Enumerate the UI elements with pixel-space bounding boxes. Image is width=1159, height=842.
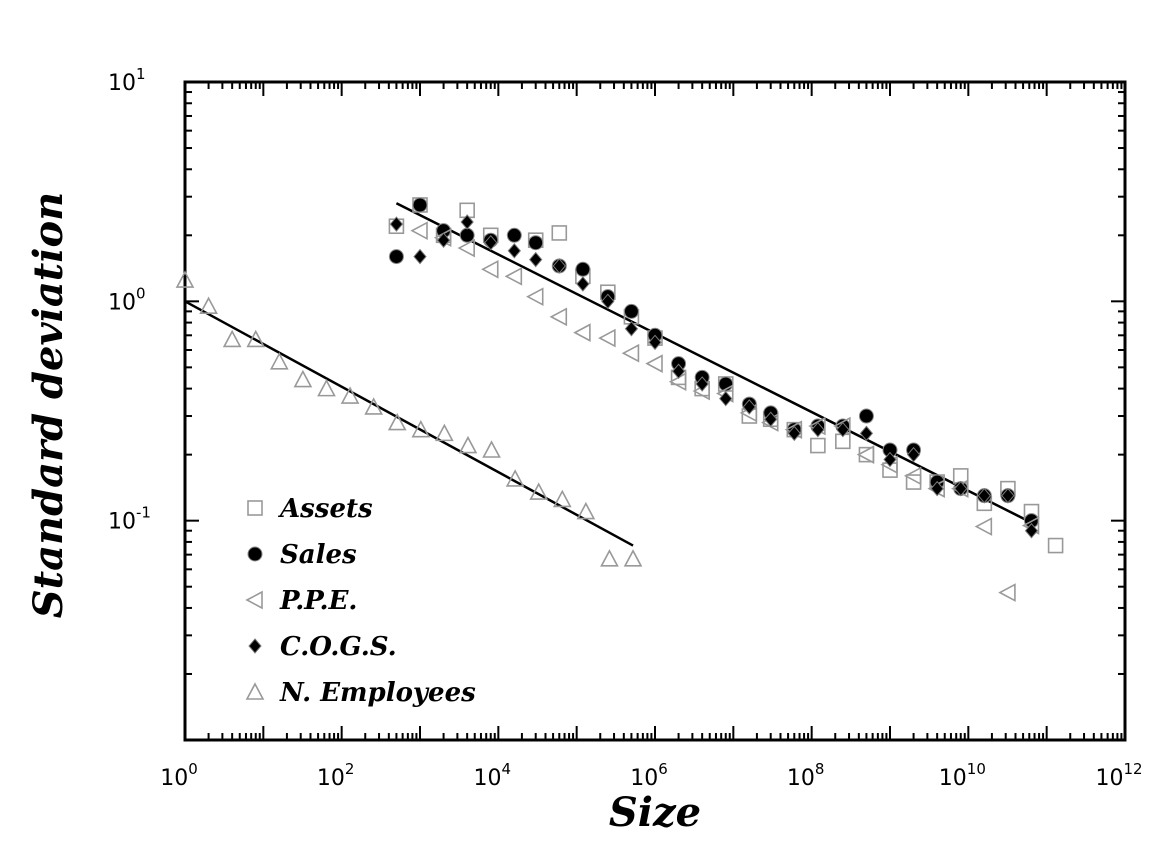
legend: Assets Sales P.P.E. C.O.G.S. N. Employees (245, 494, 476, 708)
p-p-e-point (974, 517, 993, 536)
p-p-e-point (998, 583, 1016, 602)
n-employees-point (293, 369, 313, 388)
c-o-g-s-point (552, 258, 566, 274)
legend-marker-assets (247, 500, 263, 516)
n-employees-point (576, 501, 596, 520)
sales-point (623, 303, 639, 319)
legend-marker-n-employees (245, 682, 265, 700)
p-p-e-point (526, 287, 544, 307)
c-o-g-s-point (436, 232, 451, 248)
n-employees-point (387, 412, 407, 431)
legend-label-sales: Sales (280, 540, 357, 570)
n-employees-point (317, 378, 336, 397)
n-employees-point (505, 469, 525, 487)
p-p-e-point (645, 354, 663, 373)
p-p-e-point (549, 307, 568, 327)
n-employees-point (269, 352, 289, 370)
c-o-g-s-point (576, 276, 590, 292)
c-o-g-s-point (648, 334, 662, 351)
c-o-g-s-point (389, 216, 404, 232)
n-employees-point (246, 329, 266, 348)
n-employees-point (199, 296, 218, 315)
assets-point (551, 225, 568, 241)
c-o-g-s-point (695, 376, 709, 392)
sales-point (575, 261, 591, 277)
p-p-e-point (621, 343, 640, 363)
n-employees-point (529, 482, 549, 500)
y-tick-label: 10-1 (108, 504, 151, 535)
y-axis-title: Standard deviation (25, 192, 72, 618)
c-o-g-s-point (954, 480, 968, 497)
c-o-g-s-point (671, 363, 686, 380)
sales-point (858, 408, 874, 424)
x-axis-title: Size (609, 789, 701, 836)
c-o-g-s-point (413, 248, 427, 265)
sales-point (412, 197, 428, 213)
fit-line (395, 202, 1033, 524)
n-employees-point (552, 489, 572, 508)
c-o-g-s-point (1001, 487, 1015, 504)
c-o-g-s-point (906, 446, 921, 463)
sales-point (506, 227, 522, 243)
c-o-g-s-point (460, 214, 474, 230)
sales-point (528, 235, 544, 251)
n-employees-point (600, 549, 619, 567)
p-p-e-point (903, 466, 922, 486)
c-o-g-s-point (883, 451, 897, 468)
c-o-g-s-point (836, 421, 850, 438)
fit-line (184, 300, 634, 547)
legend-marker-p-p-e (245, 590, 263, 610)
c-o-g-s-point (484, 234, 498, 251)
minor-ticks (184, 82, 1125, 741)
c-o-g-s-point (601, 293, 615, 310)
p-p-e-point (410, 221, 428, 240)
data-points (175, 197, 1064, 602)
p-p-e-point (457, 238, 475, 258)
p-p-e-point (573, 323, 591, 342)
c-o-g-s-point (624, 320, 639, 337)
n-employees-point (222, 329, 242, 348)
n-employees-point (482, 440, 501, 458)
n-employees-point (364, 397, 383, 415)
c-o-g-s-point (930, 480, 944, 497)
c-o-g-s-point (859, 425, 874, 442)
c-o-g-s-point (977, 487, 991, 504)
p-p-e-point (598, 328, 616, 348)
legend-marker-sales (247, 546, 263, 562)
n-employees-point (435, 423, 454, 442)
legend-marker-c-o-g-s (248, 638, 262, 654)
c-o-g-s-point (529, 251, 543, 268)
c-o-g-s-point (507, 243, 521, 259)
c-o-g-s-point (811, 421, 825, 438)
legend-label-n-employees: N. Employees (279, 678, 476, 708)
c-o-g-s-point (1024, 522, 1039, 539)
assets-point (810, 437, 826, 454)
sales-point (459, 227, 475, 243)
p-p-e-point (504, 267, 523, 286)
c-o-g-s-point (764, 411, 778, 428)
n-employees-point (411, 419, 431, 438)
c-o-g-s-point (719, 390, 733, 407)
c-o-g-s-point (742, 399, 756, 415)
n-employees-point (340, 386, 360, 404)
p-p-e-point (481, 259, 499, 279)
sales-point (388, 249, 404, 265)
assets-point (1047, 537, 1064, 554)
c-o-g-s-point (787, 425, 801, 442)
legend-label-c-o-g-s: C.O.G.S. (280, 632, 397, 662)
n-employees-point (458, 435, 478, 454)
legend-label-assets: Assets (277, 494, 373, 524)
n-employees-point (623, 549, 643, 567)
p-p-e-point (856, 445, 875, 464)
n-employees-point (175, 270, 195, 288)
fit-lines (184, 202, 1033, 547)
legend-label-p-p-e: P.P.E. (279, 586, 357, 616)
